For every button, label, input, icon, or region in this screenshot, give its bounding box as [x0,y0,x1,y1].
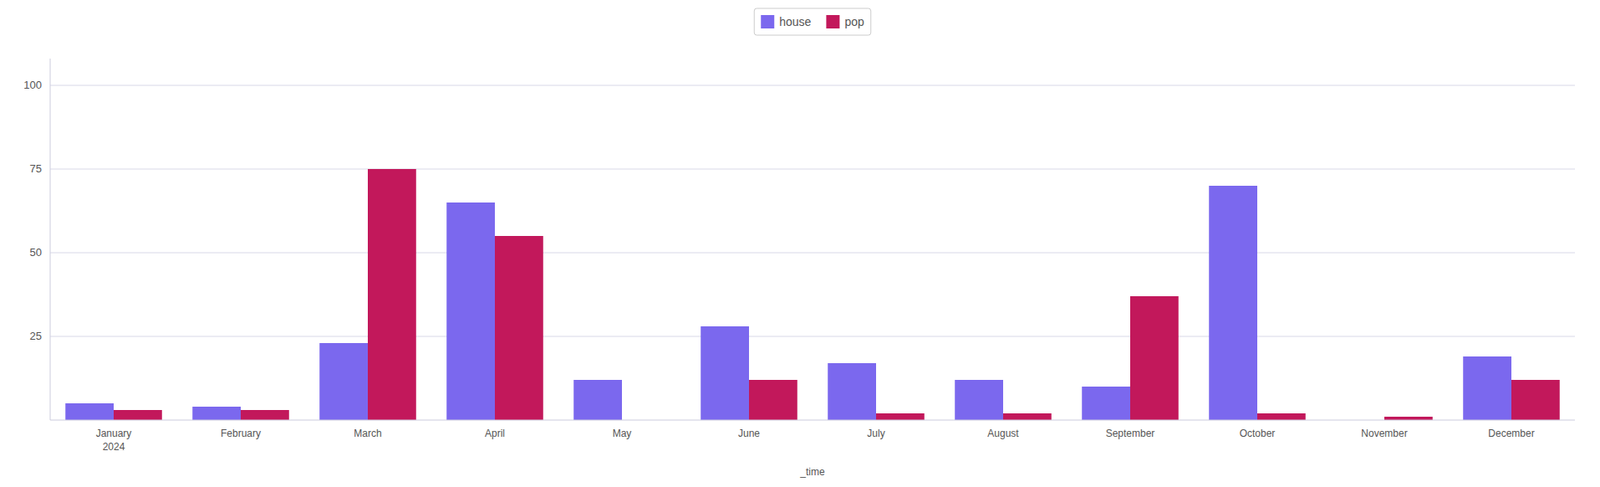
bar [954,379,1004,420]
bar [1384,416,1433,420]
grid [50,85,1575,337]
chart: 25 50 75 100 January2024 February March April Ma… [0,0,1600,487]
y-tick-label: 100 [23,78,42,92]
x-tick-label: October [1239,427,1276,439]
bar [1081,386,1131,420]
bar [1511,379,1560,420]
bar [1130,295,1179,420]
bar [240,409,290,420]
bar [192,406,241,420]
bar [876,412,925,420]
y-tick-label: 50 [30,245,42,259]
bars [65,168,1560,420]
bar [827,362,877,420]
bar [749,379,798,420]
x-tick-label: July [866,427,885,439]
grid-line [50,252,1575,254]
x-tick-label: February [220,427,261,439]
bar [319,342,368,420]
x-axis-line [50,419,1575,421]
legend-swatch [760,15,775,29]
x-tick-label: March [353,427,382,439]
grid-line [50,168,1575,170]
y-tick-label: 25 [30,329,42,342]
x-tick-label: January2024 [96,427,133,453]
bar [573,379,622,420]
x-tick-label: April [484,427,505,439]
x-tick-label: September [1105,427,1156,439]
grid-line [50,336,1575,337]
x-tick-label: August [987,427,1020,439]
legend-label: pop [844,15,865,29]
legend-label: house [779,15,811,29]
bar [700,326,750,420]
x-tick-label: May [612,427,632,439]
bar [113,409,163,420]
bar [1462,356,1512,420]
bar [1257,412,1306,420]
legend-swatch [825,15,840,29]
bar [446,202,495,420]
legend: house pop [754,8,872,36]
y-tick-label: 75 [30,162,42,175]
bar [1003,412,1052,420]
bar [367,168,417,420]
grid-line [50,85,1575,87]
x-tick-label: November [1360,427,1407,439]
bar [1208,185,1258,420]
y-axis-line [50,58,51,420]
bar [494,235,544,420]
x-axis-label: _time [799,465,826,478]
x-tick-label: June [738,427,760,439]
bar [65,402,114,420]
x-tick-label: December [1487,427,1534,439]
legend-frame [754,8,872,36]
